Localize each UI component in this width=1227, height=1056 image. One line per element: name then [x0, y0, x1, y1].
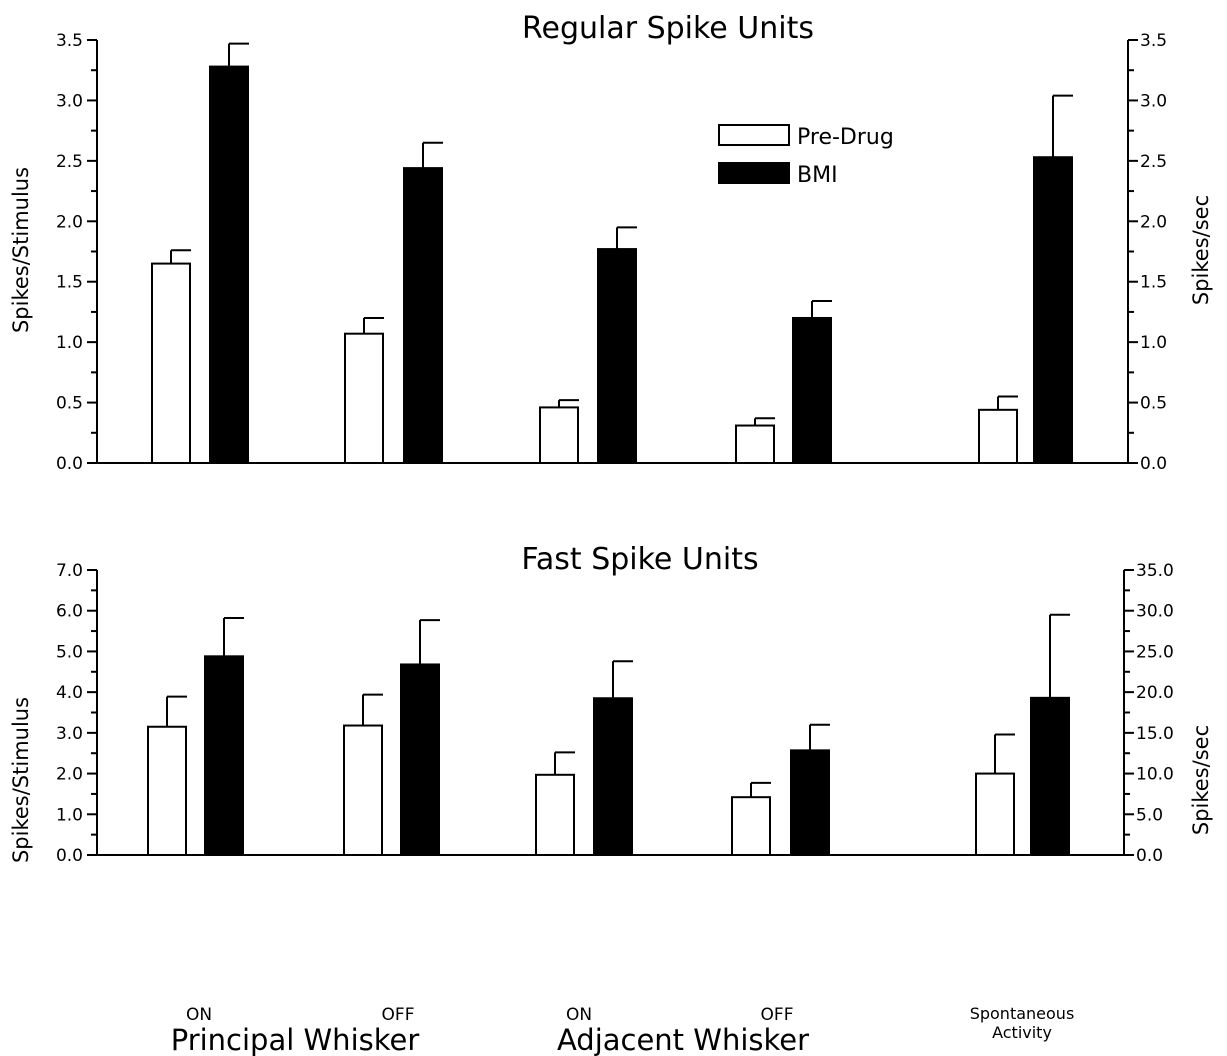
axes: 0.0 1.0 2.0 3.0 4.0 5.0 6.0 7.0 0.0 5.0 10.0 15.0 20… [56, 561, 1174, 866]
bar-bmi [1030, 696, 1070, 856]
bar-pre-drug [975, 772, 1015, 856]
axes: 0.0 0.5 1.0 1.5 2.0 2.5 3.0 3.5 0.0 0.5 1.0 1.5 2.0 2… [56, 31, 1167, 474]
left-tick-label: 3.0 [56, 724, 83, 744]
right-tick-label: 2.0 [1140, 212, 1167, 232]
left-axis-label: Spikes/Stimulus [9, 697, 33, 863]
bar-pre-drug [151, 262, 191, 465]
legend-swatch-pre-drug [718, 124, 790, 146]
right-tick-label: 3.5 [1140, 31, 1167, 51]
left-tick-label: 0.5 [56, 394, 83, 414]
right-tick-label: 1.0 [1140, 333, 1167, 353]
right-tick-label: 30.0 [1136, 602, 1174, 622]
bar-bmi [400, 663, 440, 857]
bar-bmi [204, 655, 244, 856]
left-tick-label: 3.0 [56, 91, 83, 111]
legend-swatch-bmi [718, 162, 790, 184]
tick-label-spontaneous: Spontaneous [970, 1004, 1075, 1023]
right-tick-label: 10.0 [1136, 765, 1174, 785]
bars [151, 42, 1073, 465]
right-axis-label: Spikes/sec [1189, 195, 1213, 305]
left-tick-label: 0.0 [56, 454, 83, 474]
panel-title: Regular Spike Units [522, 11, 814, 46]
bar-pre-drug [535, 773, 575, 856]
tick-label-adjacent-on: ON [566, 1005, 592, 1025]
bar-bmi [403, 167, 443, 464]
left-tick-label: 1.5 [56, 273, 83, 293]
group-label-adjacent: Adjacent Whisker [557, 1023, 809, 1056]
left-tick-label: 0.0 [56, 846, 83, 866]
tick-label-activity: Activity [992, 1023, 1052, 1042]
right-tick-label: 5.0 [1136, 805, 1163, 825]
right-tick-label: 2.5 [1140, 152, 1167, 172]
left-tick-label: 6.0 [56, 602, 83, 622]
left-tick-label: 1.0 [56, 333, 83, 353]
left-tick-label: 2.0 [56, 212, 83, 232]
right-tick-label: 1.5 [1140, 273, 1167, 293]
bar-pre-drug [539, 406, 579, 464]
bar-bmi [209, 65, 249, 465]
bar-bmi [597, 248, 637, 464]
bar-pre-drug [735, 424, 775, 464]
right-axis-label: Spikes/sec [1189, 725, 1213, 835]
bar-bmi [790, 749, 830, 856]
right-tick-label: 35.0 [1136, 561, 1174, 581]
left-tick-label: 2.0 [56, 765, 83, 785]
legend-label-pre-drug: Pre-Drug [797, 125, 894, 150]
left-tick-label: 2.5 [56, 152, 83, 172]
left-tick-label: 5.0 [56, 642, 83, 662]
legend-label-bmi: BMI [797, 163, 838, 188]
left-axis-label: Spikes/Stimulus [9, 167, 33, 333]
bar-pre-drug [344, 332, 384, 464]
panel-title: Fast Spike Units [521, 542, 758, 577]
left-tick-label: 7.0 [56, 561, 83, 581]
tick-label-adjacent-off: OFF [761, 1005, 794, 1025]
right-tick-label: 0.0 [1140, 454, 1167, 474]
bar-bmi [1033, 156, 1073, 465]
bar-pre-drug [978, 408, 1018, 464]
right-tick-label: 25.0 [1136, 642, 1174, 662]
group-label-principal: Principal Whisker [171, 1023, 420, 1056]
tick-label-principal-off: OFF [382, 1005, 415, 1025]
bars [147, 613, 1070, 857]
right-tick-label: 3.0 [1140, 91, 1167, 111]
panel-regular-spike: Regular Spike Units Spikes/Stimulus Spik… [9, 11, 1213, 474]
left-tick-label: 3.5 [56, 31, 83, 51]
left-tick-label: 4.0 [56, 683, 83, 703]
right-tick-label: 0.0 [1136, 846, 1163, 866]
left-tick-label: 1.0 [56, 805, 83, 825]
legend: Pre-Drug BMI [718, 124, 894, 188]
tick-label-principal-on: ON [186, 1005, 212, 1025]
bar-pre-drug [343, 724, 383, 856]
bar-pre-drug [731, 796, 771, 857]
bar-bmi [593, 697, 633, 856]
right-tick-label: 15.0 [1136, 724, 1174, 744]
right-tick-label: 0.5 [1140, 394, 1167, 414]
bar-bmi [792, 316, 832, 464]
bar-pre-drug [147, 725, 187, 856]
x-category-labels: ON OFF ON OFF Spontaneous Activity Princ… [171, 1004, 1075, 1056]
panel-fast-spike: Fast Spike Units Spikes/Stimulus Spikes/… [9, 542, 1213, 866]
right-tick-label: 20.0 [1136, 683, 1174, 703]
